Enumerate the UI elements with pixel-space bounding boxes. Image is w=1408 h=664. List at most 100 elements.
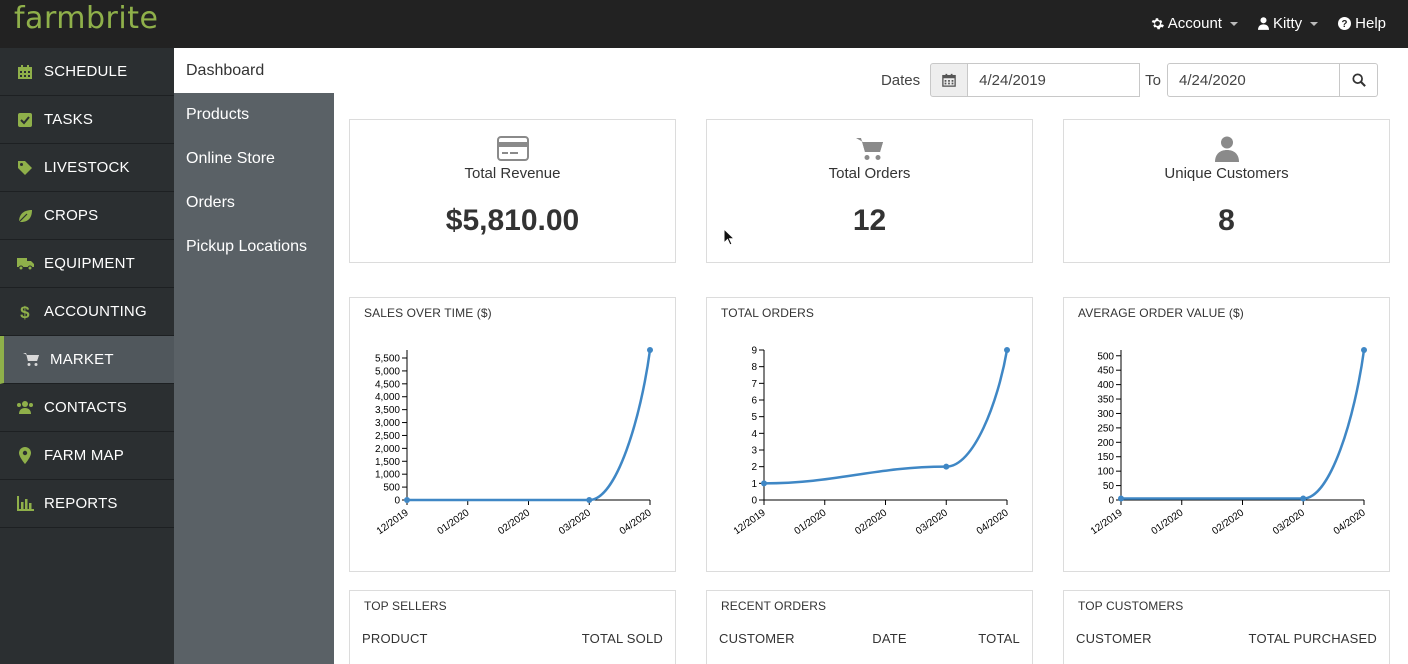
table-header: CUSTOMER DATE TOTAL xyxy=(719,631,1020,646)
data-point xyxy=(1118,495,1124,502)
y-tick-label: 5,500 xyxy=(375,354,400,365)
sidebar-item-tasks[interactable]: TASKS xyxy=(0,96,174,144)
total-orders-card: Total Orders 12 xyxy=(706,119,1033,263)
column-header-customer[interactable]: CUSTOMER xyxy=(1076,631,1152,646)
date-to-input[interactable] xyxy=(1167,63,1340,97)
chevron-down-icon xyxy=(1310,22,1319,26)
stat-label: Total Orders xyxy=(828,165,911,182)
sidebar-item-reports[interactable]: REPORTS xyxy=(0,480,174,528)
y-tick-label: 300 xyxy=(1097,409,1114,420)
column-header-total-sold[interactable]: TOTAL SOLD xyxy=(581,631,663,646)
user-icon xyxy=(1257,16,1269,30)
x-tick-label: 04/2020 xyxy=(1332,507,1368,537)
stat-label: Total Revenue xyxy=(464,165,561,182)
x-tick-label: 04/2020 xyxy=(618,507,654,537)
farmbrite-logo[interactable]: farmbrite xyxy=(14,1,159,36)
chevron-down-icon xyxy=(1229,22,1238,26)
credit-card-icon xyxy=(496,136,529,161)
date-from-input[interactable] xyxy=(968,63,1141,97)
top-customers-card: TOP CUSTOMERS CUSTOMER TOTAL PURCHASED xyxy=(1063,590,1390,664)
column-header-customer[interactable]: CUSTOMER xyxy=(719,631,795,646)
stat-value: $5,810.00 xyxy=(445,204,580,237)
y-tick-label: 4 xyxy=(751,429,757,440)
series-line xyxy=(406,349,652,502)
stat-value: 8 xyxy=(1218,204,1235,237)
sidebar-item-livestock[interactable]: LIVESTOCK xyxy=(0,144,174,192)
search-button[interactable] xyxy=(1340,63,1378,97)
unique-customers-card: Unique Customers 8 xyxy=(1063,119,1390,263)
subnav-item-products[interactable]: Products xyxy=(186,106,250,123)
chart-title: SALES OVER TIME ($) xyxy=(364,306,492,320)
y-tick-label: 200 xyxy=(1097,438,1114,449)
calendar-icon xyxy=(16,63,34,81)
y-tick-label: 4,000 xyxy=(375,392,400,403)
sidebar-item-crops[interactable]: CROPS xyxy=(0,192,174,240)
column-header-product[interactable]: PRODUCT xyxy=(362,631,428,646)
chart-title: AVERAGE ORDER VALUE ($) xyxy=(1078,306,1244,320)
column-header-date[interactable]: DATE xyxy=(872,631,907,646)
x-tick-label: 12/2019 xyxy=(732,507,768,537)
subnav-item-pickup-locations[interactable]: Pickup Locations xyxy=(186,238,307,255)
x-tick-label: 03/2020 xyxy=(557,507,593,537)
series-line xyxy=(1120,349,1366,500)
y-tick-label: 1,000 xyxy=(375,470,400,481)
sidebar-item-market[interactable]: MARKET xyxy=(0,336,174,384)
top-nav-links: Account Kitty ? Help xyxy=(1151,0,1386,46)
data-point xyxy=(404,497,410,503)
account-menu-button[interactable]: Account xyxy=(1151,15,1238,32)
y-tick-label: 6 xyxy=(751,396,757,407)
user-icon xyxy=(1214,136,1239,162)
sidebar-item-label: ACCOUNTING xyxy=(44,303,147,320)
sidebar-item-label: LIVESTOCK xyxy=(44,159,130,176)
subnav-item-online-store[interactable]: Online Store xyxy=(186,150,275,167)
map-marker-icon xyxy=(16,447,34,465)
sidebar-item-label: SCHEDULE xyxy=(44,63,128,80)
calendar-button[interactable] xyxy=(930,63,969,97)
y-tick-label: 400 xyxy=(1097,380,1114,391)
column-header-total-purchased[interactable]: TOTAL PURCHASED xyxy=(1248,631,1377,646)
user-name: Kitty xyxy=(1272,14,1303,32)
data-point xyxy=(647,347,653,353)
sidebar-item-accounting[interactable]: $ ACCOUNTING xyxy=(0,288,174,336)
data-point xyxy=(1300,495,1307,502)
table-header: CUSTOMER TOTAL PURCHASED xyxy=(1076,631,1377,646)
subnav-item-dashboard[interactable]: Dashboard xyxy=(174,48,334,93)
to-label: To xyxy=(1145,71,1161,89)
sidebar-item-label: REPORTS xyxy=(44,495,118,512)
user-menu-button[interactable]: Kitty xyxy=(1257,14,1319,32)
table-title: RECENT ORDERS xyxy=(721,599,827,613)
stat-value: 12 xyxy=(852,204,887,237)
sidebar-item-contacts[interactable]: CONTACTS xyxy=(0,384,174,432)
y-tick-label: 7 xyxy=(751,379,757,390)
y-tick-label: 2,000 xyxy=(375,444,400,455)
sidebar-item-equipment[interactable]: EQUIPMENT xyxy=(0,240,174,288)
sidebar-item-label: CONTACTS xyxy=(44,399,127,416)
sidebar-item-schedule[interactable]: SCHEDULE xyxy=(0,48,174,96)
date-range-filter: Dates To xyxy=(881,63,1378,97)
chart-title: TOTAL ORDERS xyxy=(721,306,814,320)
checkbox-icon xyxy=(16,111,34,129)
y-tick-label: 0 xyxy=(1108,496,1114,507)
x-tick-label: 12/2019 xyxy=(375,507,411,537)
y-tick-label: 350 xyxy=(1097,395,1114,406)
y-tick-label: 3,500 xyxy=(375,405,400,416)
y-tick-label: 500 xyxy=(1097,351,1114,362)
column-header-total[interactable]: TOTAL xyxy=(978,631,1020,646)
tag-icon xyxy=(16,159,34,177)
help-label: Help xyxy=(1355,14,1386,32)
subnav-item-orders[interactable]: Orders xyxy=(186,194,235,211)
x-tick-label: 02/2020 xyxy=(853,507,889,537)
sidebar-item-farm-map[interactable]: FARM MAP xyxy=(0,432,174,480)
account-label: Account xyxy=(1167,14,1222,32)
x-tick-label: 01/2020 xyxy=(1150,507,1186,537)
y-tick-label: 9 xyxy=(751,346,757,357)
x-tick-label: 03/2020 xyxy=(914,507,950,537)
sidebar-item-label: EQUIPMENT xyxy=(44,255,135,272)
mouse-cursor-icon xyxy=(723,228,735,246)
x-tick-label: 02/2020 xyxy=(1210,507,1246,537)
y-tick-label: 450 xyxy=(1097,366,1114,377)
y-tick-label: 1 xyxy=(751,479,757,490)
help-link[interactable]: ? Help xyxy=(1338,15,1386,32)
market-subnav: Dashboard Products Online Store Orders P… xyxy=(174,48,334,664)
y-tick-label: 250 xyxy=(1097,423,1114,434)
